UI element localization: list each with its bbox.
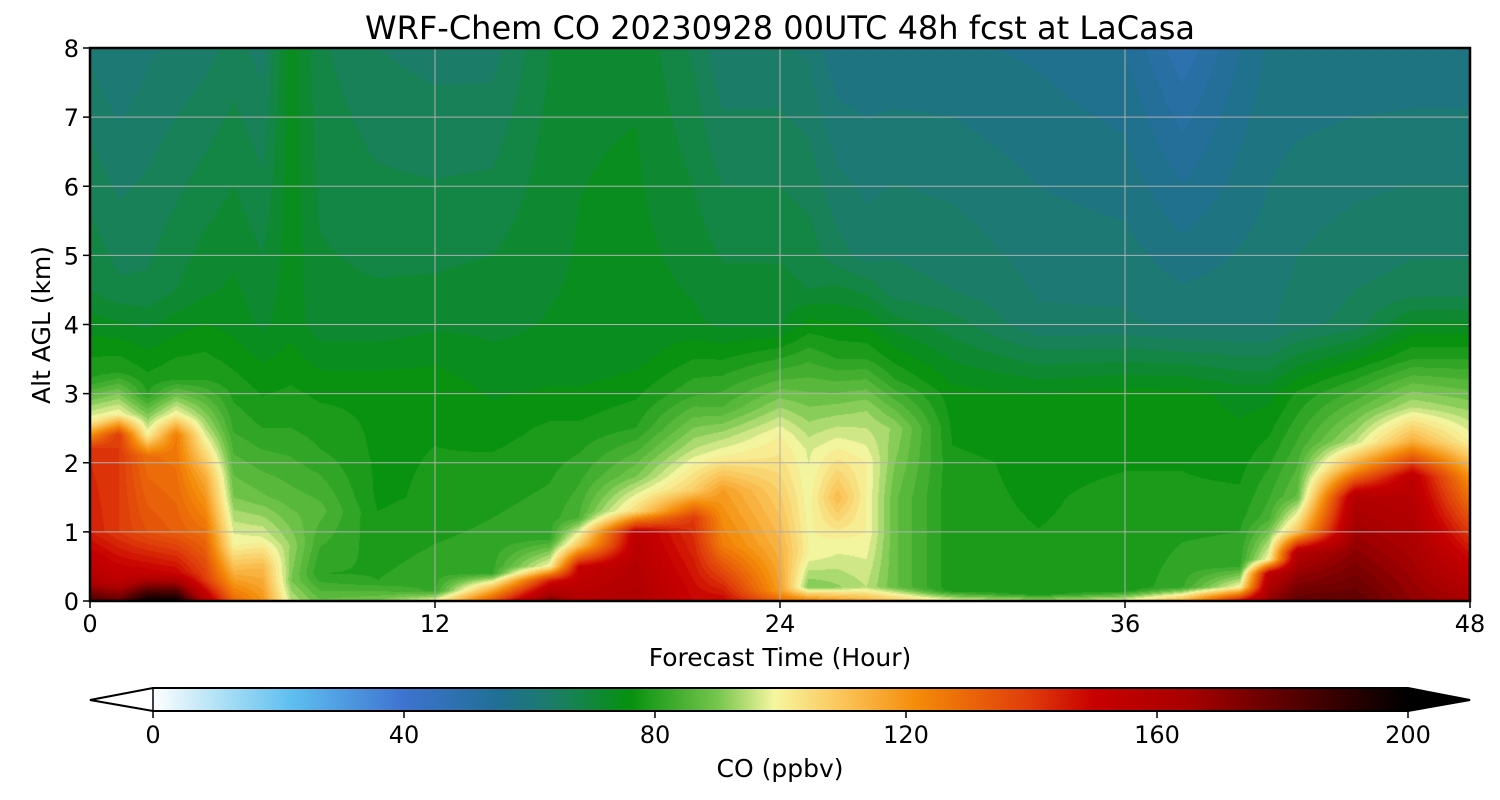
- x-axis: 0 12 24 36 48: [82, 601, 1485, 638]
- plot-area: [88, 46, 1472, 603]
- colorbar-tick-label: 160: [1134, 721, 1180, 749]
- y-tick-label: 3: [64, 381, 79, 409]
- y-tick-label: 0: [64, 588, 79, 616]
- colorbar-tick-label: 120: [883, 721, 929, 749]
- y-tick-label: 8: [64, 35, 79, 63]
- colorbar: 0 40 80 120 160 200 CO (ppbv): [89, 687, 1471, 783]
- x-tick-label: 12: [420, 610, 451, 638]
- y-tick-label: 7: [64, 104, 79, 132]
- colorbar-extend-high: [1407, 687, 1471, 712]
- y-tick-label: 1: [64, 519, 79, 547]
- colorbar-tick-label: 200: [1385, 721, 1431, 749]
- x-tick-label: 24: [765, 610, 796, 638]
- colorbar-label: CO (ppbv): [717, 754, 844, 783]
- y-tick-label: 6: [64, 173, 79, 201]
- x-tick-label: 48: [1455, 610, 1486, 638]
- colorbar-tick-label: 0: [145, 721, 160, 749]
- grid-lines: [90, 48, 1470, 601]
- chart-title: WRF-Chem CO 20230928 00UTC 48h fcst at L…: [365, 9, 1195, 47]
- y-tick-label: 4: [64, 312, 79, 340]
- colorbar-ticks: 0 40 80 120 160 200: [145, 711, 1431, 749]
- x-tick-label: 0: [82, 610, 97, 638]
- y-tick-label: 5: [64, 242, 79, 270]
- x-tick-label: 36: [1110, 610, 1141, 638]
- colorbar-extend-low: [89, 687, 154, 712]
- y-tick-label: 2: [64, 450, 79, 478]
- y-axis-label: Alt AGL (km): [27, 246, 56, 404]
- colorbar-body: [153, 688, 1408, 711]
- y-axis: 0 1 2 3 4 5 6 7 8: [64, 35, 90, 616]
- colorbar-tick-label: 80: [640, 721, 671, 749]
- x-axis-label: Forecast Time (Hour): [649, 643, 912, 672]
- colorbar-tick-label: 40: [389, 721, 420, 749]
